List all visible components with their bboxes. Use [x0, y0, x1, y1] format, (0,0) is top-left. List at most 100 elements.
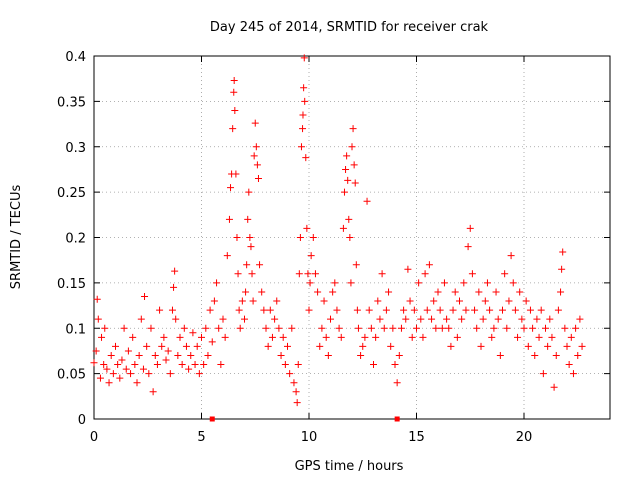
data-point [554, 306, 562, 314]
data-point [101, 324, 109, 332]
data-point [492, 288, 500, 296]
data-point [105, 379, 113, 387]
data-point [430, 297, 438, 305]
data-point [145, 370, 153, 378]
data-point [153, 361, 161, 369]
data-point [565, 361, 573, 369]
data-point [262, 324, 270, 332]
data-point [191, 361, 199, 369]
data-point [559, 248, 567, 256]
data-point [393, 379, 401, 387]
data-point [558, 265, 566, 273]
data-point [93, 295, 101, 303]
data-point [118, 356, 126, 364]
data-point [438, 324, 446, 332]
data-point [479, 315, 487, 323]
x-axis-title: GPS time / hours [295, 459, 404, 474]
data-point [103, 365, 111, 373]
data-point [385, 288, 393, 296]
data-point [223, 252, 231, 260]
data-point [277, 351, 285, 359]
data-point [241, 315, 248, 323]
data-point [230, 77, 238, 85]
data-point [178, 361, 186, 369]
axis-marker [209, 416, 215, 422]
x-tick-label: 15 [408, 430, 425, 445]
data-point [460, 279, 468, 287]
data-point [578, 342, 586, 350]
data-point [329, 288, 337, 296]
data-point [576, 315, 584, 323]
data-point [376, 315, 384, 323]
data-points [90, 54, 586, 407]
data-point [311, 270, 319, 278]
y-tick-label: 0.3 [65, 141, 86, 156]
axis-ticks: 0 5 10 15 20 0 0.05 0.1 0.15 0.2 0.25 0.3 0.35 0.4 [57, 50, 610, 445]
data-point [397, 324, 405, 332]
data-point [542, 324, 549, 332]
data-point [122, 365, 130, 373]
data-point [529, 324, 537, 332]
data-point [488, 333, 496, 341]
data-point [378, 270, 386, 278]
data-point [143, 342, 151, 350]
data-point [206, 306, 214, 314]
data-point [432, 324, 440, 332]
data-point [284, 342, 291, 350]
data-point [299, 111, 307, 119]
data-point [434, 288, 442, 296]
data-point [516, 288, 524, 296]
x-tick-label: 5 [197, 430, 205, 445]
data-point [294, 361, 302, 369]
data-point [348, 143, 356, 151]
data-point [318, 324, 326, 332]
data-point [490, 324, 498, 332]
data-point [275, 324, 283, 332]
data-point [268, 333, 276, 341]
data-point [249, 297, 257, 305]
data-point [421, 270, 429, 278]
data-point [135, 351, 143, 359]
data-point [301, 97, 309, 105]
data-point [544, 342, 552, 350]
data-point [100, 361, 108, 369]
data-point [168, 306, 176, 314]
data-point [158, 342, 166, 350]
data-point [569, 370, 577, 378]
data-point [297, 143, 305, 151]
axis-marker [394, 416, 400, 422]
data-point [347, 279, 355, 287]
data-point [171, 267, 179, 275]
data-point [404, 265, 412, 273]
data-point [335, 324, 343, 332]
data-point [215, 324, 223, 332]
data-point [483, 279, 491, 287]
data-point [382, 306, 390, 314]
data-point [337, 333, 345, 341]
data-point [342, 165, 350, 173]
data-point [449, 306, 457, 314]
data-point [198, 333, 205, 341]
data-point [238, 297, 246, 305]
data-point [327, 315, 334, 323]
data-point [180, 324, 188, 332]
data-point [137, 315, 145, 323]
data-point [413, 324, 420, 332]
grid-lines [94, 56, 610, 419]
data-point [299, 125, 307, 133]
data-point [221, 333, 229, 341]
data-point [258, 288, 266, 296]
data-point [208, 338, 216, 346]
data-point [380, 324, 388, 332]
data-point [436, 306, 444, 314]
axis-markers [209, 416, 400, 422]
data-point [300, 54, 308, 62]
data-point [204, 351, 212, 359]
data-point [471, 306, 479, 314]
data-point [406, 297, 414, 305]
data-point [254, 175, 262, 183]
data-point [387, 342, 395, 350]
data-point [156, 306, 164, 314]
data-point [443, 315, 451, 323]
data-point [410, 306, 418, 314]
